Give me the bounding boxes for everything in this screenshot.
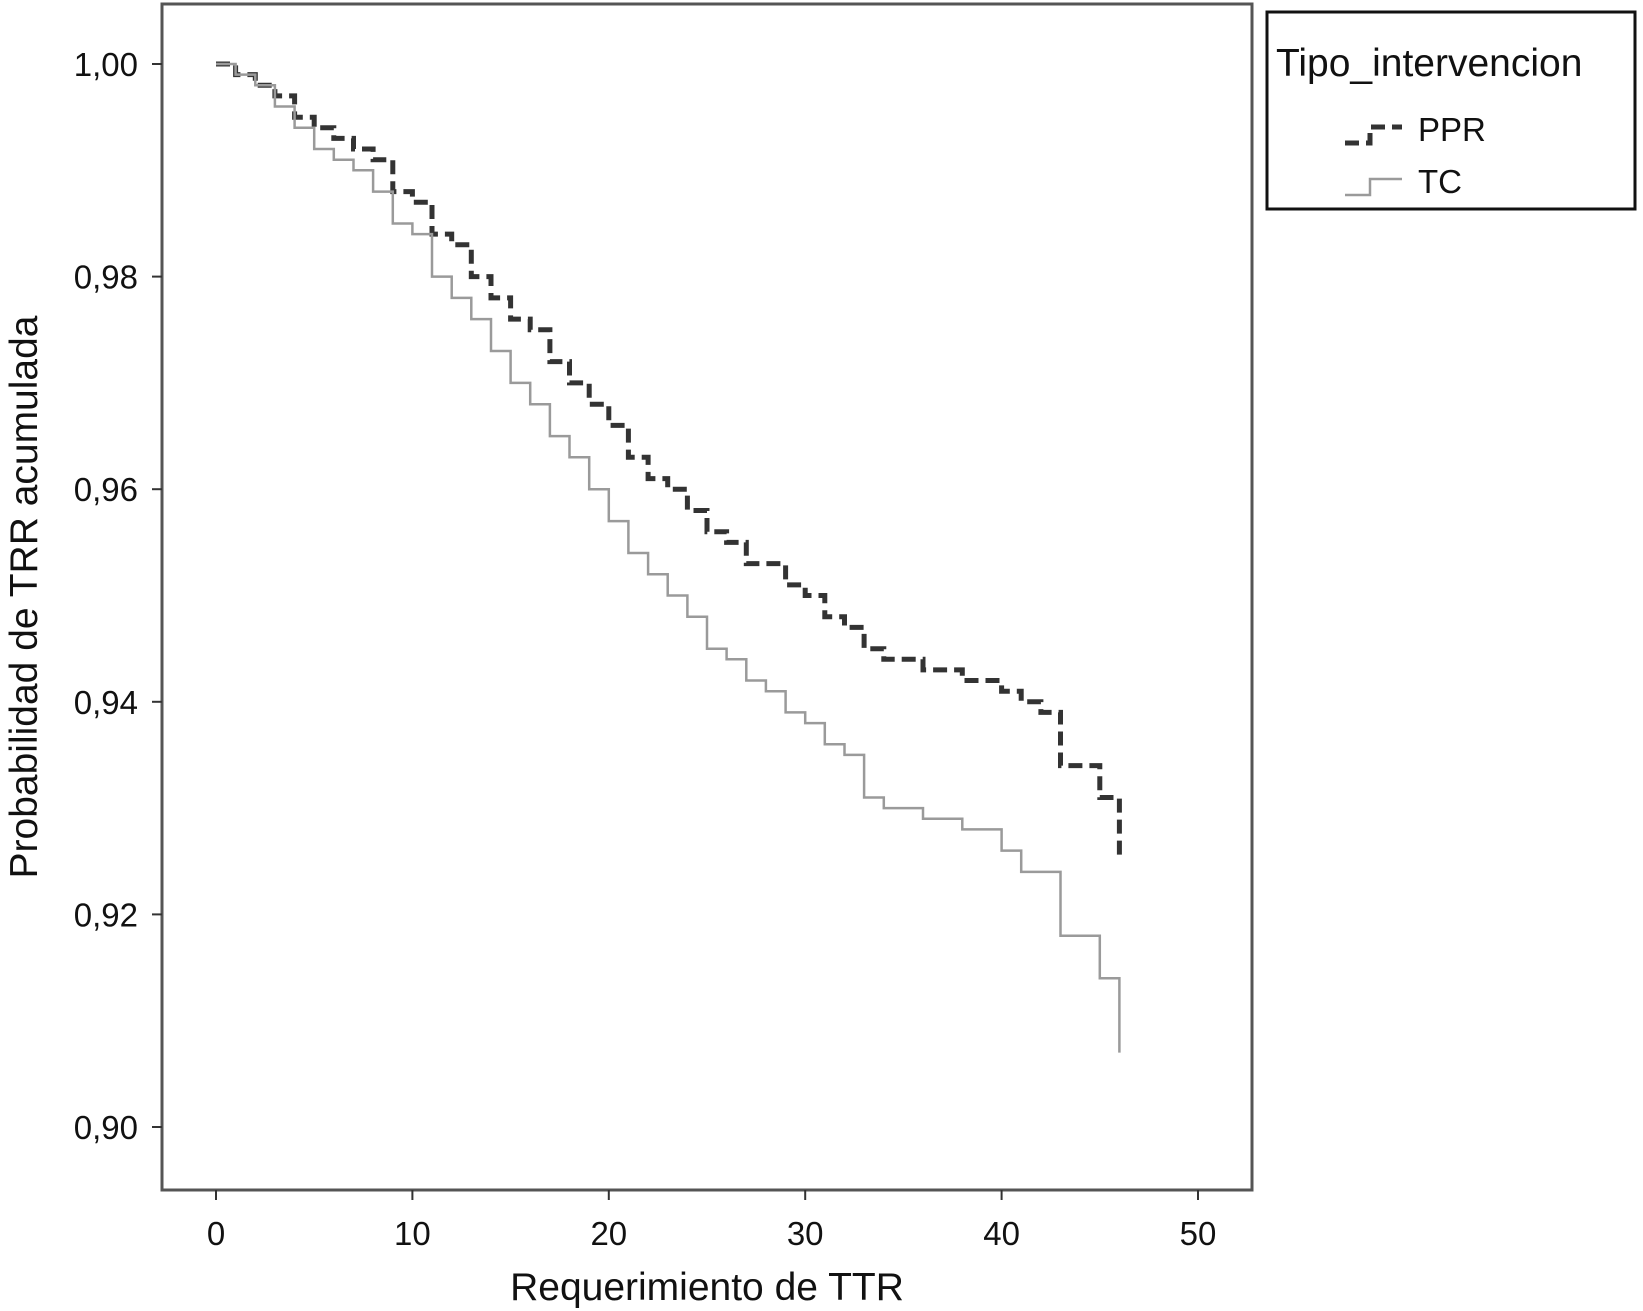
x-tick-label: 50 [1180, 1215, 1217, 1252]
y-tick-label: 1,00 [74, 46, 138, 83]
series-line-tc [216, 62, 1121, 1053]
y-tick-label: 0,98 [74, 259, 138, 296]
y-tick-label: 0,90 [74, 1109, 138, 1146]
x-tick-label: 30 [787, 1215, 824, 1252]
legend-label-ppr: PPR [1418, 111, 1486, 148]
legend-label-tc: TC [1418, 163, 1462, 200]
legend-title: Tipo_intervencion [1276, 42, 1582, 85]
y-tick-label: 0,96 [74, 471, 138, 508]
x-axis: 0 10 20 30 40 50 [207, 1190, 1217, 1252]
x-tick-label: 20 [590, 1215, 627, 1252]
series-line-ppr [216, 61, 1122, 862]
y-axis-title: Probabilidad de TRR acumulada [3, 315, 46, 878]
legend-swatch-tc [1345, 177, 1402, 197]
x-tick-label: 40 [983, 1215, 1020, 1252]
series-layer [216, 61, 1122, 1053]
x-tick-label: 0 [207, 1215, 225, 1252]
y-axis: 0,90 0,92 0,94 0,96 0,98 1,00 [74, 46, 162, 1146]
legend-frame [1265, 10, 1637, 211]
x-tick-label: 10 [394, 1215, 431, 1252]
y-tick-label: 0,92 [74, 896, 138, 933]
x-axis-title: Requerimiento de TTR [510, 1266, 904, 1309]
plot-area-frame [160, 2, 1254, 1192]
legend-swatch-ppr [1345, 124, 1402, 146]
legend-items: PPR TC [1345, 111, 1486, 200]
legend: Tipo_intervencion PPR TC [1265, 10, 1637, 211]
y-tick-label: 0,94 [74, 684, 138, 721]
